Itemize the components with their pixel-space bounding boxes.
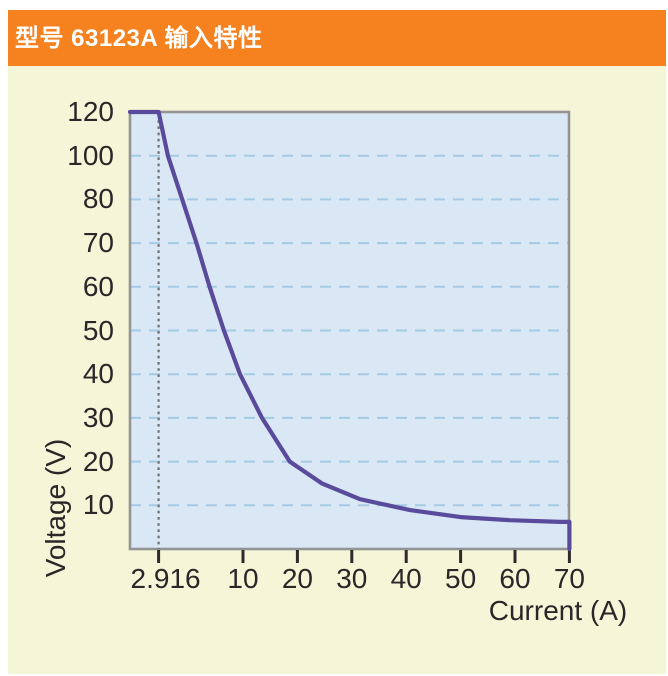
plot-border — [128, 110, 571, 551]
y-tick-label-120: 120 — [67, 96, 114, 127]
y-tick-label-80: 80 — [82, 183, 114, 215]
y-tick-label-10: 10 — [82, 489, 114, 521]
y-tick-label-20: 20 — [82, 445, 114, 477]
x-tick-label-60: 60 — [499, 563, 531, 594]
x-tick-label-40: 40 — [390, 563, 422, 594]
y-axis-title: Voltage (V) — [40, 438, 71, 578]
y-tick-label-50: 50 — [82, 314, 114, 346]
y-tick-label-30: 30 — [82, 401, 114, 433]
y-tick-label-100: 100 — [67, 139, 114, 171]
x-tick-label-10: 10 — [227, 563, 259, 594]
panel-title: 型号 63123A 输入特性 — [15, 24, 263, 52]
x-tick-label-20: 20 — [281, 563, 313, 594]
x-tick-label-50: 50 — [445, 563, 477, 594]
x-axis-title: Current (A) — [488, 595, 628, 626]
panel-header: 型号 63123A 输入特性 — [8, 10, 666, 66]
x-tick-label-30: 30 — [336, 563, 368, 594]
x-tick-label-2.916: 2.916 — [130, 563, 201, 594]
y-tick-label-40: 40 — [82, 358, 114, 390]
x-tick-label-70: 70 — [553, 563, 585, 594]
y-tick-label-70: 70 — [82, 227, 114, 259]
iv-curve — [127, 109, 572, 552]
y-tick-label-60: 60 — [82, 270, 114, 302]
